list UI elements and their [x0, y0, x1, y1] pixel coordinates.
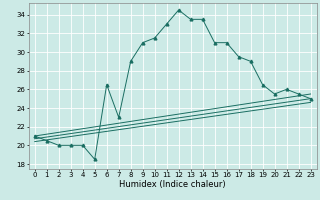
X-axis label: Humidex (Indice chaleur): Humidex (Indice chaleur) — [119, 180, 226, 189]
